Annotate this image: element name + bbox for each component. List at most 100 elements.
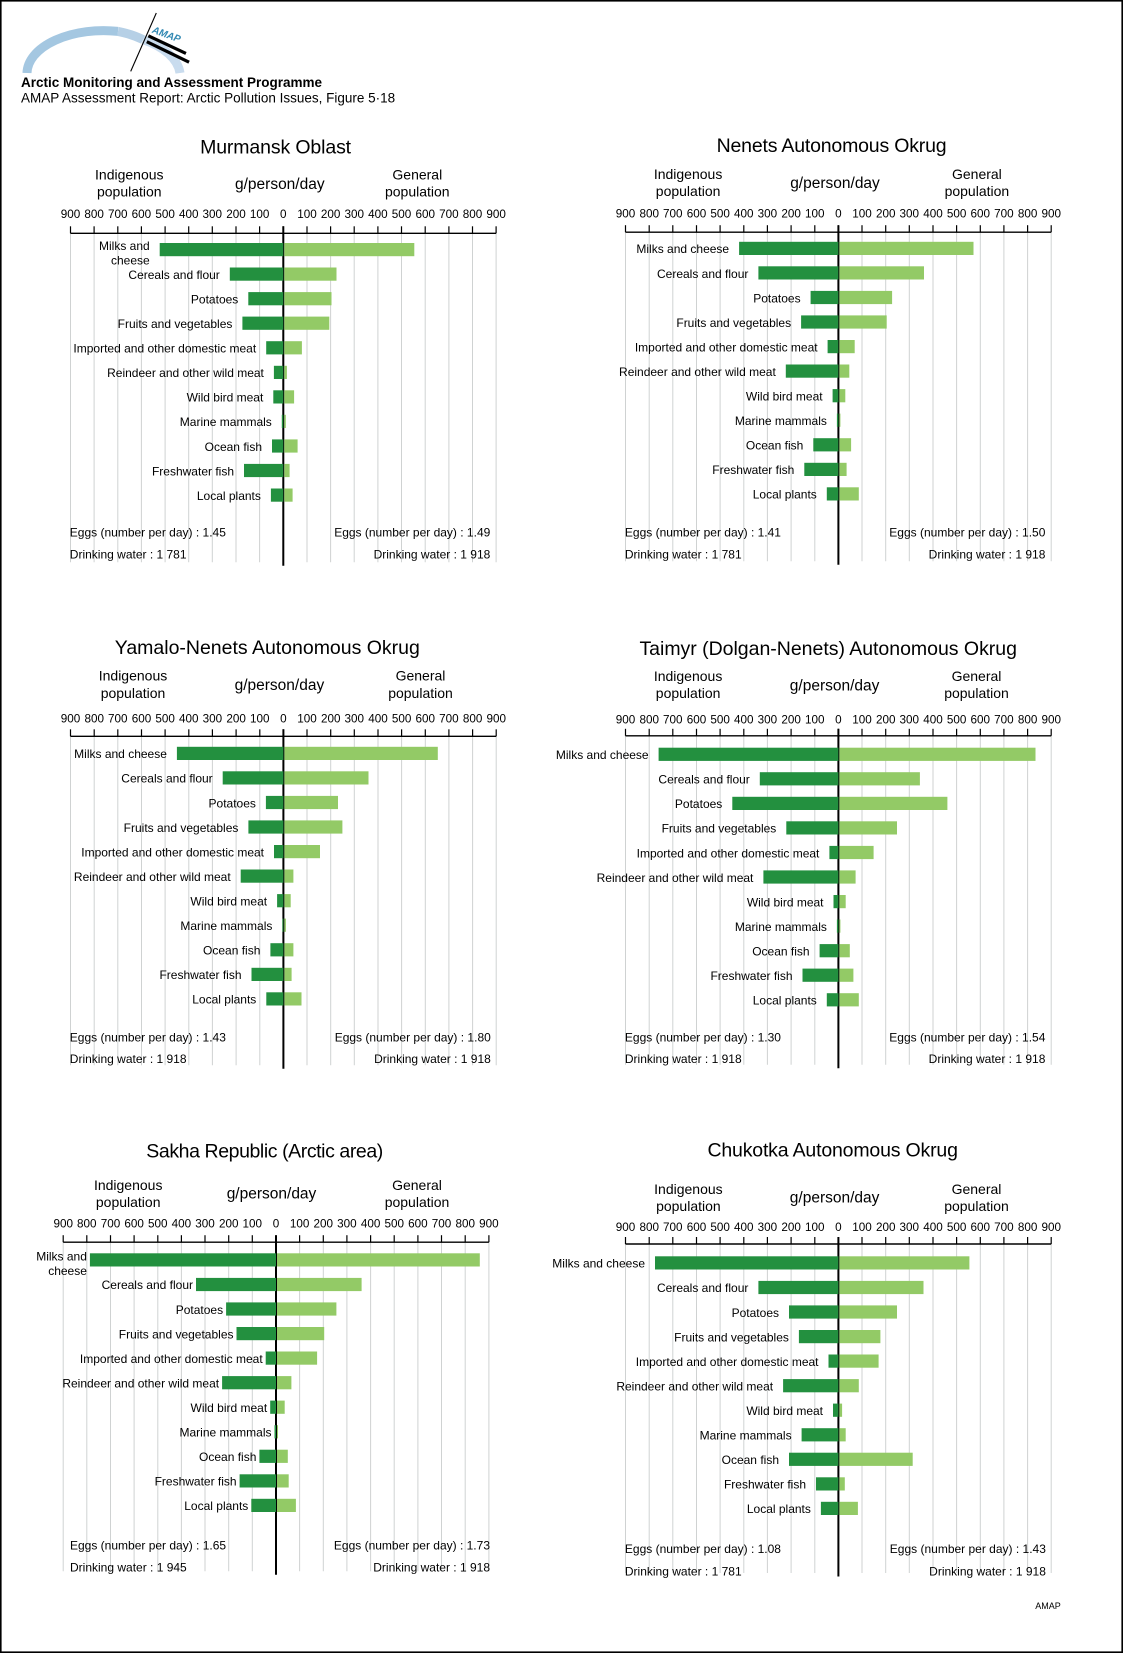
svg-text:Reindeer and other wild meat: Reindeer and other wild meat bbox=[74, 870, 231, 884]
svg-text:Eggs (number per day) : 1.45: Eggs (number per day) : 1.45 bbox=[70, 526, 226, 540]
svg-text:population: population bbox=[656, 685, 721, 701]
svg-text:500: 500 bbox=[947, 208, 967, 221]
svg-text:100: 100 bbox=[243, 1218, 263, 1231]
svg-text:Potatoes: Potatoes bbox=[191, 293, 238, 307]
svg-text:Milks and: Milks and bbox=[99, 239, 150, 253]
svg-text:Wild bird meat: Wild bird meat bbox=[746, 1404, 823, 1418]
svg-text:500: 500 bbox=[710, 713, 730, 726]
svg-text:300: 300 bbox=[344, 208, 364, 221]
svg-text:Eggs (number per day) : 1.43: Eggs (number per day) : 1.43 bbox=[70, 1031, 226, 1045]
svg-text:700: 700 bbox=[108, 208, 128, 221]
svg-text:Local plants: Local plants bbox=[747, 1502, 811, 1516]
svg-text:Imported and other domestic me: Imported and other domestic meat bbox=[636, 1355, 819, 1369]
svg-text:Ocean fish: Ocean fish bbox=[203, 944, 260, 958]
svg-text:Eggs (number per day) : 1.65: Eggs (number per day) : 1.65 bbox=[70, 1539, 226, 1553]
svg-text:Drinking water : 1 918: Drinking water : 1 918 bbox=[929, 547, 1046, 561]
svg-text:200: 200 bbox=[781, 713, 801, 726]
svg-text:900: 900 bbox=[1041, 713, 1061, 726]
svg-text:400: 400 bbox=[734, 1221, 754, 1234]
svg-text:400: 400 bbox=[923, 713, 943, 726]
svg-text:200: 200 bbox=[876, 208, 896, 221]
svg-text:700: 700 bbox=[663, 713, 683, 726]
svg-text:Freshwater fish: Freshwater fish bbox=[712, 463, 794, 477]
svg-text:600: 600 bbox=[971, 208, 991, 221]
svg-text:600: 600 bbox=[971, 713, 991, 726]
svg-text:Sakha Republic (Arctic area): Sakha Republic (Arctic area) bbox=[146, 1141, 383, 1163]
svg-text:Yamalo-Nenets Autonomous Okrug: Yamalo-Nenets Autonomous Okrug bbox=[115, 637, 420, 659]
svg-text:Drinking water : 1 918: Drinking water : 1 918 bbox=[929, 1052, 1046, 1066]
svg-text:g/person/day: g/person/day bbox=[790, 175, 880, 192]
svg-text:Local plants: Local plants bbox=[184, 1499, 248, 1513]
svg-text:100: 100 bbox=[805, 713, 825, 726]
svg-text:Drinking water : 1 918: Drinking water : 1 918 bbox=[374, 547, 491, 561]
svg-text:800: 800 bbox=[84, 208, 104, 221]
svg-text:100: 100 bbox=[852, 1221, 872, 1234]
svg-text:900: 900 bbox=[486, 208, 506, 221]
svg-text:General: General bbox=[392, 1177, 442, 1193]
svg-text:Cereals and flour: Cereals and flour bbox=[657, 267, 748, 281]
svg-text:Wild bird meat: Wild bird meat bbox=[746, 390, 823, 404]
svg-text:Eggs (number per day) : 1.43: Eggs (number per day) : 1.43 bbox=[890, 1542, 1046, 1556]
svg-text:200: 200 bbox=[314, 1218, 334, 1231]
svg-text:500: 500 bbox=[947, 713, 967, 726]
svg-text:Marine mammals: Marine mammals bbox=[179, 1426, 271, 1440]
svg-text:Wild bird meat: Wild bird meat bbox=[190, 895, 267, 909]
svg-text:700: 700 bbox=[432, 1218, 452, 1231]
svg-text:200: 200 bbox=[321, 208, 341, 221]
svg-text:200: 200 bbox=[321, 713, 341, 726]
svg-text:Imported and other domestic me: Imported and other domestic meat bbox=[81, 845, 264, 859]
svg-text:Reindeer and other wild meat: Reindeer and other wild meat bbox=[616, 1380, 773, 1394]
svg-text:Fruits and vegetables: Fruits and vegetables bbox=[674, 1330, 789, 1344]
svg-text:Imported and other domestic me: Imported and other domestic meat bbox=[73, 342, 256, 356]
svg-text:900: 900 bbox=[1041, 1221, 1061, 1234]
svg-text:900: 900 bbox=[61, 208, 81, 221]
svg-text:0: 0 bbox=[835, 713, 842, 726]
svg-text:100: 100 bbox=[297, 713, 317, 726]
svg-text:General: General bbox=[392, 167, 442, 183]
svg-text:900: 900 bbox=[616, 208, 636, 221]
svg-text:300: 300 bbox=[337, 1218, 357, 1231]
svg-text:Fruits and vegetables: Fruits and vegetables bbox=[118, 317, 233, 331]
svg-text:General: General bbox=[952, 1181, 1002, 1197]
svg-text:600: 600 bbox=[132, 713, 152, 726]
svg-text:800: 800 bbox=[455, 1218, 475, 1231]
svg-text:400: 400 bbox=[179, 208, 199, 221]
svg-text:300: 300 bbox=[203, 713, 223, 726]
svg-text:100: 100 bbox=[852, 208, 872, 221]
svg-text:Wild bird meat: Wild bird meat bbox=[747, 895, 824, 909]
svg-text:700: 700 bbox=[994, 1221, 1014, 1234]
svg-text:Freshwater fish: Freshwater fish bbox=[152, 464, 234, 478]
svg-text:300: 300 bbox=[195, 1218, 215, 1231]
svg-text:Ocean fish: Ocean fish bbox=[199, 1450, 256, 1464]
svg-text:500: 500 bbox=[710, 1221, 730, 1234]
svg-text:Indigenous: Indigenous bbox=[94, 1177, 163, 1193]
svg-text:Reindeer and other wild meat: Reindeer and other wild meat bbox=[107, 366, 264, 380]
svg-text:population: population bbox=[388, 685, 453, 701]
svg-text:Eggs (number per day) : 1.80: Eggs (number per day) : 1.80 bbox=[335, 1031, 491, 1045]
svg-text:Imported and other domestic me: Imported and other domestic meat bbox=[635, 340, 818, 354]
svg-text:600: 600 bbox=[687, 208, 707, 221]
svg-text:g/person/day: g/person/day bbox=[790, 1190, 880, 1207]
svg-text:500: 500 bbox=[392, 713, 412, 726]
svg-text:100: 100 bbox=[805, 1221, 825, 1234]
svg-text:600: 600 bbox=[408, 1218, 428, 1231]
svg-text:Marine mammals: Marine mammals bbox=[700, 1429, 792, 1443]
svg-text:Indigenous: Indigenous bbox=[654, 668, 723, 684]
svg-text:Eggs (number per day) : 1.54: Eggs (number per day) : 1.54 bbox=[889, 1031, 1045, 1045]
svg-text:Fruits and vegetables: Fruits and vegetables bbox=[124, 821, 239, 835]
svg-text:700: 700 bbox=[663, 208, 683, 221]
svg-text:Local plants: Local plants bbox=[753, 994, 817, 1008]
svg-text:700: 700 bbox=[439, 208, 459, 221]
svg-text:600: 600 bbox=[132, 208, 152, 221]
svg-text:population: population bbox=[656, 183, 721, 199]
svg-text:300: 300 bbox=[900, 713, 920, 726]
svg-text:800: 800 bbox=[1018, 1221, 1038, 1234]
svg-text:g/person/day: g/person/day bbox=[790, 677, 880, 694]
svg-text:900: 900 bbox=[479, 1218, 499, 1231]
svg-text:population: population bbox=[385, 184, 450, 200]
svg-text:Potatoes: Potatoes bbox=[176, 1303, 223, 1317]
svg-text:900: 900 bbox=[53, 1218, 73, 1231]
svg-text:population: population bbox=[944, 1198, 1009, 1214]
svg-text:g/person/day: g/person/day bbox=[227, 1186, 317, 1203]
svg-text:400: 400 bbox=[734, 713, 754, 726]
